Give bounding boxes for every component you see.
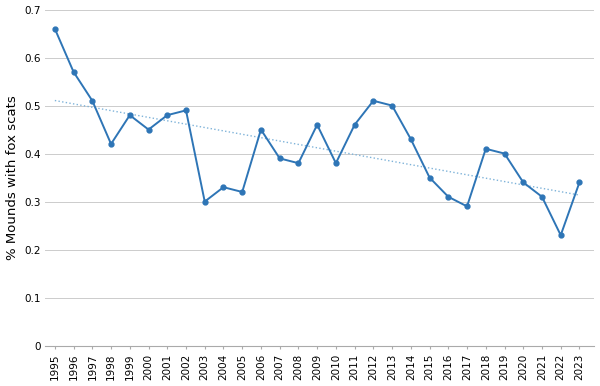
Y-axis label: % Mounds with fox scats: % Mounds with fox scats — [5, 95, 19, 260]
